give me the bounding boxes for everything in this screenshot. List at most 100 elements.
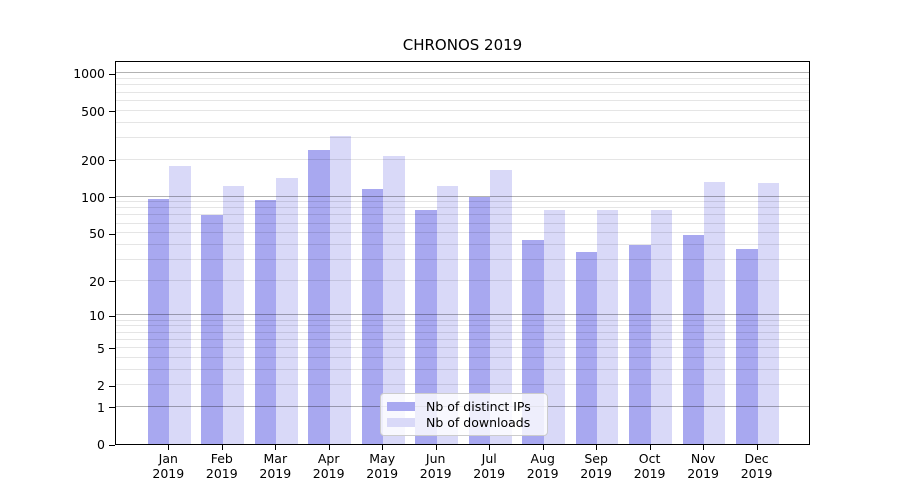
gridline-200 <box>116 158 809 160</box>
bar-may-distinct-ips <box>361 189 384 444</box>
gridline-30 <box>116 258 809 260</box>
legend-swatch-downloads <box>387 418 415 428</box>
bar-apr-distinct-ips <box>308 150 330 444</box>
y-tick-label-50: 50 <box>89 226 105 242</box>
gridline-300 <box>116 136 809 138</box>
bar-nov-distinct-ips <box>682 235 705 444</box>
y-tick-mark-1 <box>109 407 115 409</box>
bar-jul-downloads <box>490 169 512 444</box>
x-tick-label-year: 2019 <box>312 465 345 481</box>
legend-swatch-distinct-ips <box>387 401 415 411</box>
legend-label-downloads: Nb of downloads <box>426 415 531 431</box>
x-tick-mark-apr <box>328 445 330 450</box>
y-tick-label-100: 100 <box>81 189 105 205</box>
bar-dec-distinct-ips <box>736 248 758 444</box>
x-tick-mark-mar <box>275 445 277 450</box>
gridline-500 <box>116 109 809 111</box>
gridline-40 <box>116 243 809 245</box>
x-tick-label-year: 2019 <box>205 465 238 481</box>
x-tick-mark-feb <box>221 445 223 450</box>
gridline-80 <box>116 207 809 209</box>
gridline-6 <box>116 338 809 340</box>
gridline-4 <box>116 356 809 358</box>
x-tick-label-sep: Sep 2019 <box>569 451 623 481</box>
y-tick-mark-5 <box>109 348 115 350</box>
x-tick-mark-dec <box>756 445 758 450</box>
gridline-90 <box>116 201 809 203</box>
bar-jul-distinct-ips <box>468 197 491 444</box>
bar-sep-distinct-ips <box>575 251 598 444</box>
gridline-9 <box>116 319 809 321</box>
bar-aug-distinct-ips <box>522 239 544 444</box>
x-tick-label-nov: Nov 2019 <box>676 451 730 481</box>
x-tick-label-mar: Mar 2019 <box>248 451 302 481</box>
gridline-900 <box>116 78 809 80</box>
y-tick-mark-20 <box>109 281 115 283</box>
bar-jun-downloads <box>436 185 459 444</box>
x-tick-mark-jul <box>489 445 491 450</box>
y-tick-mark-500 <box>109 111 115 113</box>
gridline-100 <box>116 195 809 197</box>
x-tick-label-jan: Jan 2019 <box>141 451 195 481</box>
bar-nov-downloads <box>704 182 726 444</box>
bar-jun-distinct-ips <box>415 209 437 444</box>
x-tick-label-year: 2019 <box>152 465 185 481</box>
x-tick-label-year: 2019 <box>687 465 719 481</box>
gridline-600 <box>116 99 809 101</box>
x-tick-mark-sep <box>596 445 598 450</box>
x-tick-mark-may <box>382 445 384 450</box>
x-tick-label-aug: Aug 2019 <box>516 451 570 481</box>
gridline-3 <box>116 368 809 370</box>
bar-may-downloads <box>383 156 405 444</box>
x-tick-label-oct: Oct 2019 <box>623 451 677 481</box>
legend: Nb of distinct IPs Nb of downloads <box>380 393 548 436</box>
gridline-70 <box>116 214 809 216</box>
y-tick-label-1: 1 <box>97 399 105 415</box>
y-tick-mark-50 <box>109 233 115 235</box>
legend-entry-downloads: Nb of downloads <box>387 415 539 432</box>
gridline-2 <box>116 384 809 386</box>
x-tick-label-year: 2019 <box>740 465 773 481</box>
y-tick-label-20: 20 <box>89 273 105 289</box>
y-tick-label-0: 0 <box>97 437 105 452</box>
x-tick-label-year: 2019 <box>580 465 612 481</box>
y-tick-mark-100 <box>109 197 115 198</box>
bar-sep-downloads <box>597 210 619 444</box>
gridline-7 <box>116 331 809 333</box>
x-tick-mark-jun <box>435 445 437 450</box>
x-tick-label-dec: Dec 2019 <box>730 451 784 481</box>
x-tick-mark-aug <box>542 445 544 450</box>
y-tick-mark-1000 <box>109 73 115 75</box>
bar-jan-downloads <box>169 165 191 444</box>
y-tick-mark-2 <box>109 385 115 387</box>
x-tick-label-year: 2019 <box>473 465 506 481</box>
gridline-8 <box>116 325 809 327</box>
x-tick-mark-oct <box>649 445 651 450</box>
gridline-20 <box>116 279 809 281</box>
bar-dec-downloads <box>757 182 779 444</box>
bar-jan-distinct-ips <box>147 199 170 444</box>
x-tick-mark-nov <box>703 445 705 450</box>
bar-mar-downloads <box>276 177 298 444</box>
y-tick-label-200: 200 <box>81 152 105 168</box>
gridline-60 <box>116 222 809 224</box>
x-tick-label-year: 2019 <box>526 465 559 481</box>
gridline-5 <box>116 346 809 348</box>
gridline-1000 <box>116 72 809 74</box>
plot-area: Nb of distinct IPs Nb of downloads <box>115 61 810 445</box>
x-tick-mark-jan <box>168 445 170 450</box>
gridlines-layer <box>116 62 809 444</box>
y-tick-mark-0 <box>109 444 115 446</box>
x-tick-label-may: May 2019 <box>355 451 409 481</box>
bar-aug-downloads <box>543 209 566 444</box>
gridline-700 <box>116 91 809 93</box>
bar-oct-distinct-ips <box>629 244 651 444</box>
y-tick-label-2: 2 <box>97 378 105 394</box>
legend-entry-distinct-ips: Nb of distinct IPs <box>387 398 539 415</box>
bar-feb-distinct-ips <box>201 215 223 444</box>
gridline-50 <box>116 232 809 234</box>
gridline-10 <box>116 314 809 316</box>
x-tick-label-year: 2019 <box>366 465 399 481</box>
gridline-400 <box>116 121 809 123</box>
